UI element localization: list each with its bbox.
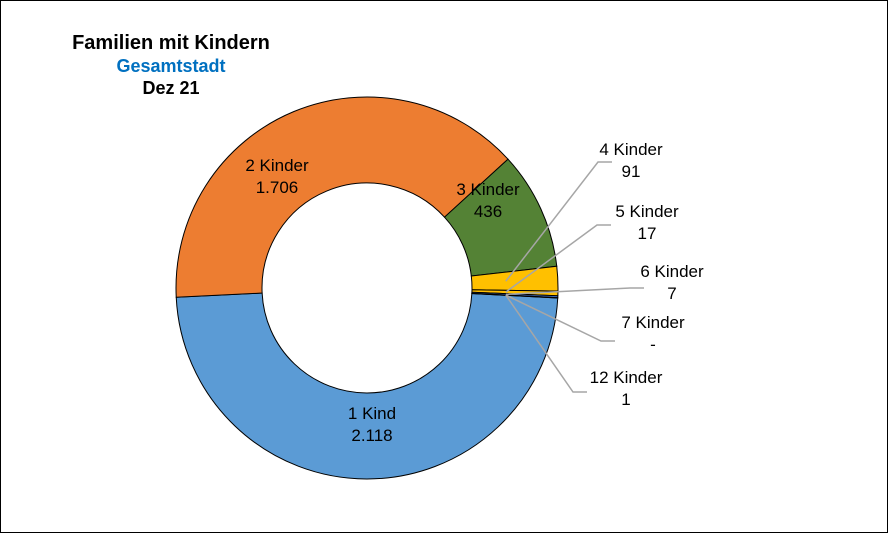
label-5-kinder: 5 Kinder <box>615 202 679 221</box>
leader-line-6-kinder <box>505 287 644 296</box>
label-4-kinder: 4 Kinder <box>599 140 663 159</box>
leader-line-5-kinder <box>505 224 611 293</box>
chart-date: Dez 21 <box>142 78 200 98</box>
label-6-kinder: 6 Kinder <box>640 262 704 281</box>
slice-2-kinder <box>175 96 509 298</box>
leader-lines <box>505 161 644 393</box>
leader-line-4-kinder <box>505 161 612 282</box>
slice-1-kind <box>175 292 559 480</box>
label-7-kinder: 7 Kinder <box>621 313 685 332</box>
donut-slices <box>175 96 559 480</box>
slice-12-kinder <box>471 292 559 299</box>
value-label-6-kinder: 7 <box>667 284 676 303</box>
value-label-3-kinder: 436 <box>474 202 502 221</box>
slice-labels: 1 Kind 2.118 2 Kinder 1.706 3 Kinder 436 4 Kin… <box>245 140 704 445</box>
leader-line-7-kinder <box>505 294 615 342</box>
title-block: Familien mit Kindern Gesamtstadt Dez 21 <box>21 31 321 99</box>
label-2-kinder: 2 Kinder <box>245 156 309 175</box>
value-label-1-kind: 2.118 <box>351 426 392 445</box>
value-label-4-kinder: 91 <box>622 162 641 181</box>
leader-line-12-kinder <box>505 294 587 393</box>
value-label-12-kinder: 1 <box>621 390 630 409</box>
chart-subtitle: Gesamtstadt <box>116 56 226 76</box>
label-1-kind: 1 Kind <box>348 404 396 423</box>
value-label-7-kinder: - <box>650 335 656 354</box>
value-label-5-kinder: 17 <box>638 224 657 243</box>
value-label-2-kinder: 1.706 <box>256 178 299 197</box>
label-3-kinder: 3 Kinder <box>456 180 520 199</box>
label-12-kinder: 12 Kinder <box>590 368 663 387</box>
chart-title: Familien mit Kindern <box>72 32 270 54</box>
